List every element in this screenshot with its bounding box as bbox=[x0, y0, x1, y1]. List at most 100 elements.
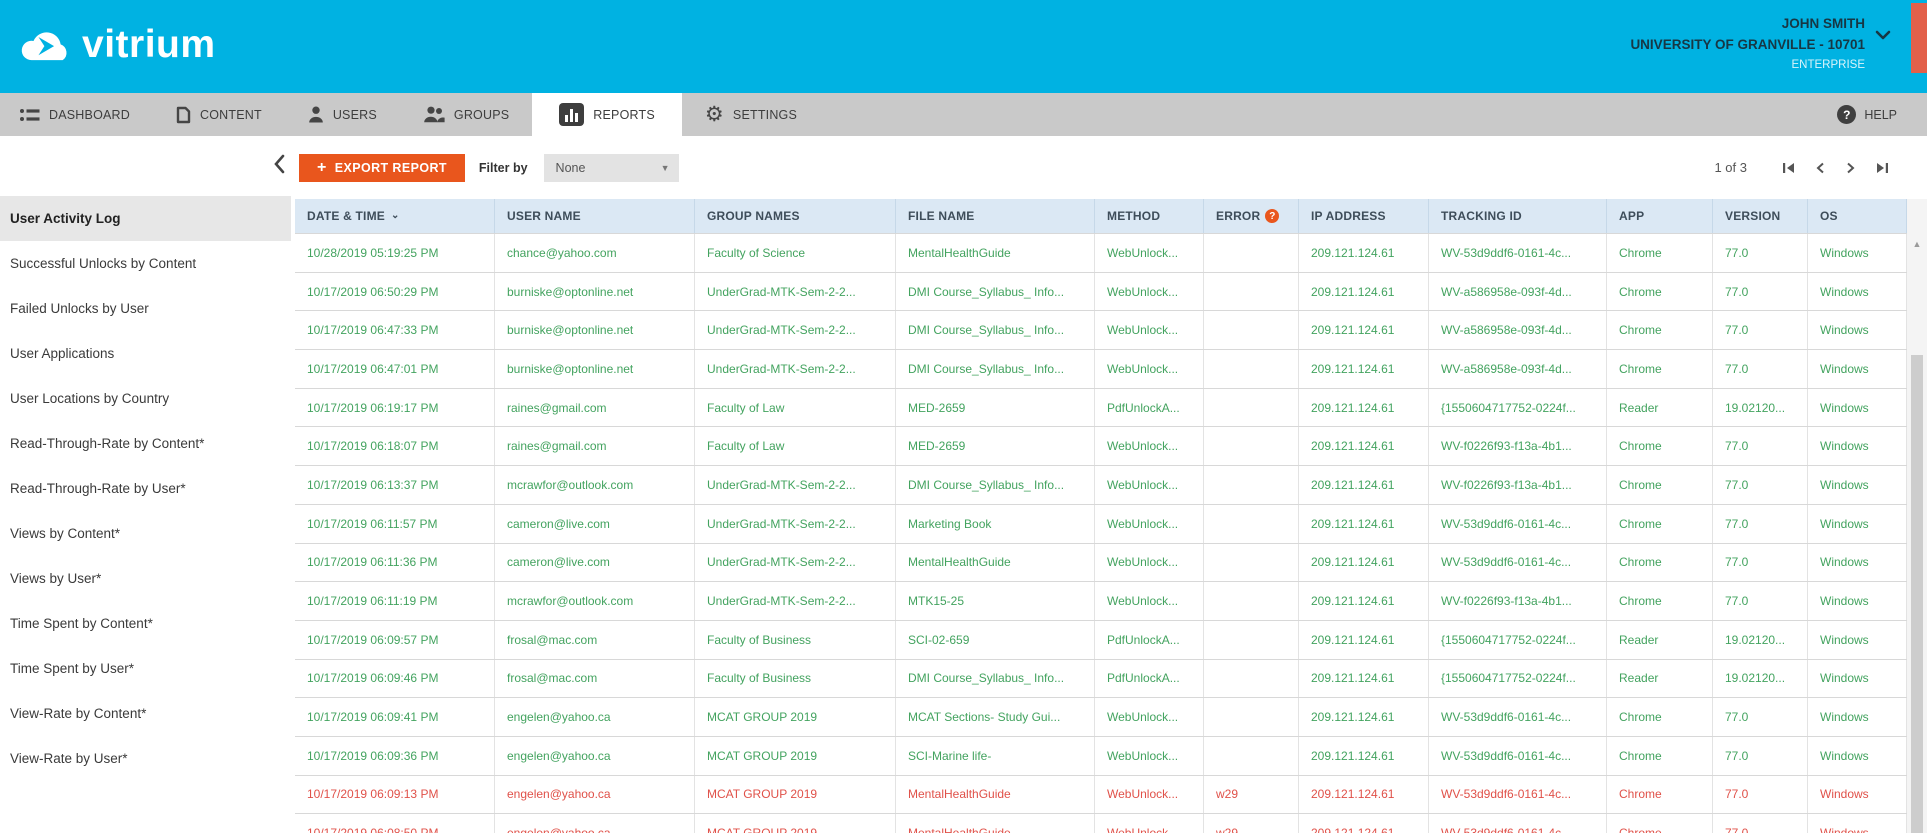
sidebar-item[interactable]: User Applications bbox=[10, 346, 115, 361]
sidebar-item[interactable]: Read-Through-Rate by Content* bbox=[10, 436, 205, 451]
table-cell: UnderGrad-MTK-Sem-2-2... bbox=[695, 350, 896, 388]
table-cell: SCI-Marine life- bbox=[896, 736, 1095, 775]
last-page-button[interactable] bbox=[1866, 158, 1897, 178]
sidebar-item[interactable]: User Activity Log bbox=[0, 196, 291, 241]
export-report-button[interactable]: + EXPORT REPORT bbox=[299, 153, 465, 182]
sidebar-item[interactable]: Time Spent by Content* bbox=[10, 616, 153, 631]
table-row[interactable]: 10/17/2019 06:11:57 PM cameron@live.com Un… bbox=[295, 504, 1907, 544]
sidebar-item[interactable]: View-Rate by User* bbox=[10, 751, 128, 766]
table-cell: engelen@yahoo.ca bbox=[495, 698, 695, 736]
table-cell: Windows bbox=[1808, 234, 1907, 272]
table-row[interactable]: 10/17/2019 06:11:19 PM mcrawfor@outlook.c… bbox=[295, 582, 1907, 621]
column-label: USER NAME bbox=[507, 209, 581, 223]
column-header-date-time[interactable]: DATE & TIME ⌄ bbox=[295, 199, 495, 233]
table-row[interactable]: 10/17/2019 06:09:57 PM frosal@mac.com Facu… bbox=[295, 620, 1907, 660]
nav-tab-reports[interactable]: REPORTS bbox=[532, 93, 682, 136]
table-cell: Windows bbox=[1808, 427, 1907, 466]
table-cell: 209.121.124.61 bbox=[1299, 736, 1429, 775]
table-row[interactable]: 10/17/2019 06:19:17 PM raines@gmail.com Fa… bbox=[295, 388, 1907, 428]
table-row[interactable]: 10/17/2019 06:09:36 PM engelen@yahoo.ca MC… bbox=[295, 736, 1907, 776]
table-cell: Chrome bbox=[1607, 311, 1713, 350]
table-cell: raines@gmail.com bbox=[495, 427, 695, 466]
table-cell: Chrome bbox=[1607, 427, 1713, 466]
column-header-error[interactable]: ERROR ? bbox=[1204, 199, 1299, 233]
column-header-app[interactable]: APP bbox=[1607, 199, 1713, 233]
column-header-file-name[interactable]: FILE NAME bbox=[896, 199, 1095, 233]
table-cell: mcrawfor@outlook.com bbox=[495, 582, 695, 620]
sidebar-item[interactable]: Views by Content* bbox=[10, 526, 121, 541]
column-label: ERROR bbox=[1216, 209, 1261, 223]
account-menu[interactable]: JOHN SMITH UNIVERSITY OF GRANVILLE - 107… bbox=[1630, 13, 1865, 75]
column-header-ip-address[interactable]: IP ADDRESS bbox=[1299, 199, 1429, 233]
table-row[interactable]: 10/17/2019 06:47:01 PM burniske@optonline… bbox=[295, 350, 1907, 389]
nav-tab-settings[interactable]: ⚙ SETTINGS bbox=[682, 93, 820, 136]
table-cell: WV-a586958e-093f-4d... bbox=[1429, 272, 1607, 311]
table-cell: 209.121.124.61 bbox=[1299, 427, 1429, 466]
pagination: 1 of 3 bbox=[1714, 158, 1927, 178]
scrollbar-up-arrow-icon[interactable]: ▲ bbox=[1912, 239, 1922, 249]
column-label: OS bbox=[1820, 209, 1838, 223]
sidebar-item[interactable]: View-Rate by Content* bbox=[10, 706, 147, 721]
account-chevron-down-icon[interactable] bbox=[1875, 30, 1891, 40]
table-cell: Chrome bbox=[1607, 234, 1713, 272]
table-cell bbox=[1204, 620, 1299, 659]
table-cell: 10/17/2019 06:09:41 PM bbox=[295, 698, 495, 736]
first-page-button[interactable] bbox=[1773, 158, 1804, 178]
table-row[interactable]: 10/28/2019 05:19:25 PM chance@yahoo.com Fa… bbox=[295, 234, 1907, 273]
table-cell: 77.0 bbox=[1713, 504, 1808, 543]
table-cell: {1550604717752-0224f... bbox=[1429, 388, 1607, 427]
table-cell: cameron@live.com bbox=[495, 504, 695, 543]
table-cell: Windows bbox=[1808, 582, 1907, 620]
scrollbar-track[interactable]: ▲ bbox=[1907, 199, 1927, 833]
sidebar-collapse-chevron-icon[interactable] bbox=[273, 154, 285, 174]
nav-tab-users[interactable]: USERS bbox=[285, 93, 400, 136]
vitrium-logo[interactable]: vitrium bbox=[18, 24, 216, 64]
table-cell: 10/17/2019 06:13:37 PM bbox=[295, 466, 495, 504]
column-header-tracking-id[interactable]: TRACKING ID bbox=[1429, 199, 1607, 233]
main-nav: DASHBOARD CONTENT USERS bbox=[0, 93, 1927, 136]
table-row[interactable]: 10/17/2019 06:09:46 PM frosal@mac.com Facu… bbox=[295, 659, 1907, 699]
sidebar-item[interactable]: Failed Unlocks by User bbox=[10, 301, 149, 316]
table-cell: Windows bbox=[1808, 659, 1907, 698]
scrollbar-thumb[interactable] bbox=[1911, 355, 1923, 833]
table-header-row: DATE & TIME ⌄ USER NAME GROUP NAMES FILE… bbox=[295, 199, 1907, 233]
sidebar-item[interactable]: Read-Through-Rate by User* bbox=[10, 481, 186, 496]
table-cell: 77.0 bbox=[1713, 736, 1808, 775]
nav-tab-groups[interactable]: GROUPS bbox=[400, 93, 532, 136]
sidebar-item[interactable]: User Locations by Country bbox=[10, 391, 170, 406]
nav-help[interactable]: ? HELP bbox=[1807, 93, 1927, 136]
table-cell: Faculty of Business bbox=[695, 659, 896, 698]
nav-tab-dashboard[interactable]: DASHBOARD bbox=[0, 93, 153, 136]
table-cell: 10/17/2019 06:09:46 PM bbox=[295, 659, 495, 698]
orange-scroll-tab[interactable] bbox=[1911, 3, 1927, 73]
table-row[interactable]: 10/17/2019 06:47:33 PM burniske@optonline… bbox=[295, 311, 1907, 351]
table-row[interactable]: 10/17/2019 06:13:37 PM mcrawfor@outlook.c… bbox=[295, 466, 1907, 505]
table-cell: UnderGrad-MTK-Sem-2-2... bbox=[695, 504, 896, 543]
error-help-icon[interactable]: ? bbox=[1265, 209, 1280, 223]
column-header-user-name[interactable]: USER NAME bbox=[495, 199, 695, 233]
column-label: VERSION bbox=[1725, 209, 1781, 223]
nav-tab-content[interactable]: CONTENT bbox=[153, 93, 285, 136]
table-cell: WebUnlock... bbox=[1095, 775, 1204, 814]
column-header-method[interactable]: METHOD bbox=[1095, 199, 1204, 233]
table-row[interactable]: 10/17/2019 06:18:07 PM raines@gmail.com Fa… bbox=[295, 427, 1907, 467]
table-row[interactable]: 10/17/2019 06:08:50 PMengelen@yahoo.caMC… bbox=[295, 814, 1907, 833]
column-header-group-names[interactable]: GROUP NAMES bbox=[695, 199, 896, 233]
column-label: TRACKING ID bbox=[1441, 209, 1522, 223]
next-page-button[interactable] bbox=[1835, 158, 1866, 178]
filter-dropdown[interactable]: None ▼ bbox=[543, 153, 679, 182]
table-cell: WV-53d9ddf6-0161-4c... bbox=[1429, 698, 1607, 736]
table-cell: WebUnlock... bbox=[1095, 311, 1204, 350]
filter-dropdown-value: None bbox=[555, 160, 586, 175]
filter-by-label: Filter by bbox=[478, 160, 528, 175]
previous-page-button[interactable] bbox=[1804, 158, 1835, 178]
sidebar-item[interactable]: Successful Unlocks by Content bbox=[10, 256, 197, 271]
table-row[interactable]: 10/17/2019 06:09:41 PM engelen@yahoo.ca MC… bbox=[295, 698, 1907, 737]
table-row[interactable]: 10/17/2019 06:11:36 PM cameron@live.com Un… bbox=[295, 543, 1907, 583]
sidebar-item[interactable]: Views by User* bbox=[10, 571, 102, 586]
table-row[interactable]: 10/17/2019 06:50:29 PM burniske@optonline… bbox=[295, 272, 1907, 312]
table-row[interactable]: 10/17/2019 06:09:13 PM engelen@yahoo.ca MC… bbox=[295, 775, 1907, 815]
sidebar-item[interactable]: Time Spent by User* bbox=[10, 661, 135, 676]
column-header-os[interactable]: OS bbox=[1808, 199, 1907, 233]
column-header-version[interactable]: VERSION bbox=[1713, 199, 1808, 233]
